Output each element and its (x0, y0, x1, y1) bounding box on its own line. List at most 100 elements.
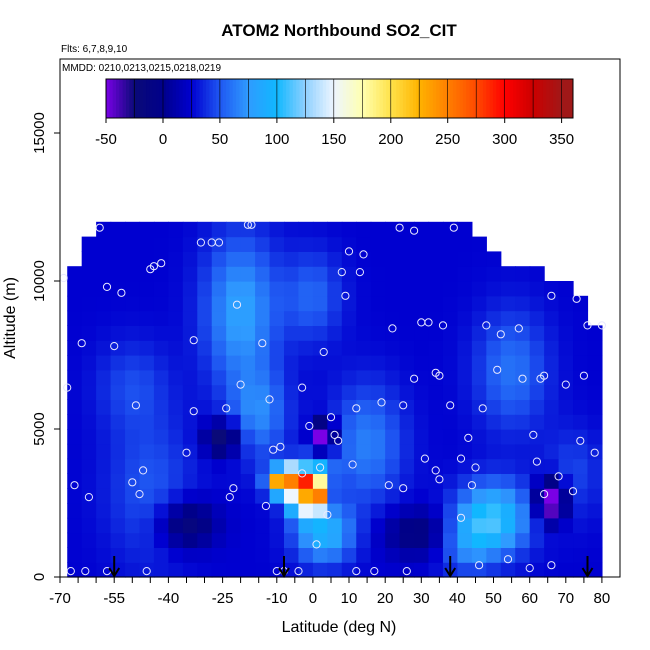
heatmap-cell (471, 355, 487, 371)
sample-point (298, 469, 307, 478)
heatmap-cell (211, 340, 227, 356)
colorbar-segment (476, 79, 481, 118)
heatmap-cell (414, 251, 430, 267)
heatmap-cell (341, 266, 357, 282)
heatmap-cell (197, 221, 213, 238)
colorbar-segment (466, 79, 471, 118)
heatmap-cell (414, 295, 430, 312)
heatmap-cell (558, 340, 574, 356)
x-tick-label: 20 (377, 590, 394, 607)
heatmap-cell (197, 429, 213, 445)
heatmap-cell (573, 503, 589, 519)
colorbar-tick-label: 0 (159, 131, 167, 148)
heatmap-cell (211, 562, 227, 578)
flight-arrow-head (444, 567, 457, 578)
heatmap-cell (515, 443, 531, 460)
heatmap-cell (269, 488, 285, 504)
heatmap-cell (500, 399, 516, 415)
heatmap-cell (125, 310, 141, 326)
heatmap-cell (471, 369, 487, 386)
heatmap-cell (284, 325, 300, 341)
heatmap-cell (298, 355, 314, 371)
colorbar-tick-label: 300 (492, 131, 517, 148)
heatmap-cell (341, 236, 357, 252)
x-tick-label: 10 (341, 590, 358, 607)
heatmap-cell (153, 236, 169, 252)
heatmap-cell (240, 236, 256, 252)
heatmap-cell (139, 488, 155, 504)
colorbar-segment (332, 79, 337, 118)
heatmap-cell (139, 547, 155, 563)
y-tick-label: 15000 (31, 112, 48, 154)
sample-point (323, 510, 332, 519)
heatmap-cell (500, 325, 516, 341)
heatmap-cell (284, 310, 300, 326)
heatmap-cell (558, 458, 574, 474)
colorbar-segment (562, 79, 567, 118)
heatmap-cell (356, 532, 372, 548)
colorbar-tick-label: -50 (95, 131, 117, 148)
heatmap-cell (471, 429, 487, 445)
heatmap-cell (110, 399, 126, 415)
heatmap-cell (182, 295, 198, 312)
heatmap-cell (298, 340, 314, 356)
colorbar-segment (232, 79, 237, 118)
heatmap-cell (81, 266, 97, 282)
heatmap-cell (500, 340, 516, 356)
colorbar-segment (262, 79, 267, 118)
heatmap-cell (544, 295, 560, 312)
heatmap-cell (471, 414, 487, 430)
heatmap-cell (515, 310, 531, 326)
sample-point (81, 567, 90, 576)
heatmap-cell (327, 310, 343, 326)
sample-point (395, 223, 404, 232)
sample-point (377, 398, 386, 407)
heatmap-cell (197, 295, 213, 312)
sample-point (568, 487, 578, 496)
colorbar-segment (202, 79, 207, 118)
heatmap-cell (356, 414, 372, 430)
heatmap-cell (96, 517, 112, 534)
heatmap-cell (529, 443, 545, 460)
heatmap-cell (428, 221, 444, 238)
heatmap-cell (81, 325, 97, 341)
heatmap-cell (428, 340, 444, 356)
heatmap-cell (442, 503, 459, 519)
heatmap-cell (457, 310, 473, 326)
colorbar-segment (276, 79, 280, 118)
heatmap-cell (457, 369, 473, 386)
colorbar-segment (236, 79, 240, 118)
heatmap-cell (182, 281, 198, 297)
colorbar-segment (216, 79, 220, 118)
heatmap-cell (529, 384, 545, 400)
colorbar-segment (552, 79, 557, 118)
heatmap-cell (81, 310, 97, 326)
heatmap-cell (442, 310, 459, 326)
sample-point (316, 463, 325, 472)
heatmap-cell (153, 325, 169, 341)
colorbar-segment (136, 79, 140, 118)
heatmap-cell (500, 517, 516, 534)
heatmap-cell (226, 458, 242, 474)
heatmap-cell (442, 443, 459, 460)
heatmap-cell (284, 547, 300, 563)
heatmap-cell (168, 310, 184, 326)
sample-point (128, 478, 137, 487)
sample-point (355, 268, 364, 277)
heatmap-cell (284, 458, 300, 474)
heatmap-cell (67, 503, 83, 519)
heatmap-cell (385, 281, 401, 297)
heatmap-cell (269, 236, 285, 252)
heatmap-cell (399, 236, 415, 252)
colorbar-segment (419, 79, 424, 118)
heatmap-cell (197, 473, 213, 489)
heatmap-cell (385, 384, 401, 400)
heatmap-cell (573, 429, 589, 445)
heatmap-cell (139, 517, 155, 534)
colorbar-segment (129, 79, 134, 118)
sample-point (590, 448, 599, 457)
sample-point (258, 339, 267, 348)
colorbar-segment (126, 79, 130, 118)
heatmap-cell (558, 399, 574, 415)
heatmap-cell (182, 266, 198, 282)
